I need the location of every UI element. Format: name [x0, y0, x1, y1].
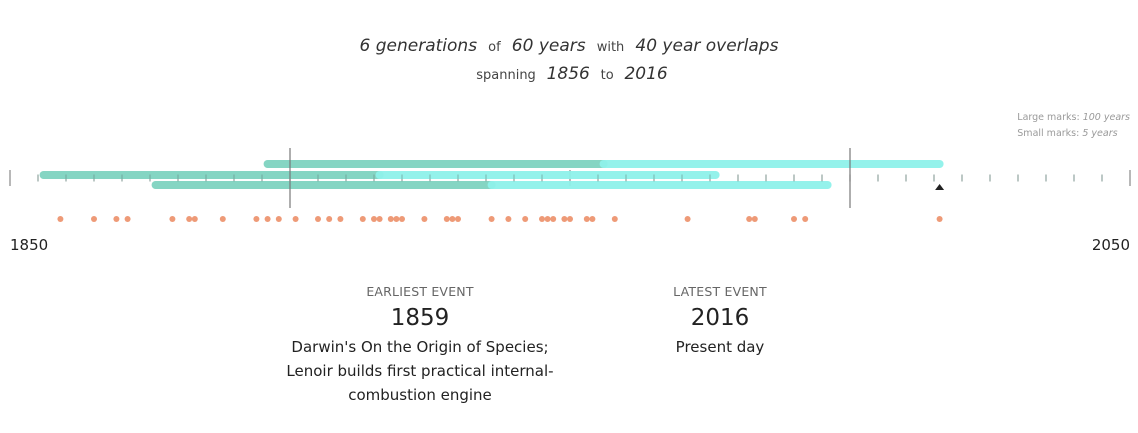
- event-dot: [399, 216, 405, 222]
- event-dot: [583, 216, 590, 222]
- event-dot: [376, 216, 383, 222]
- event-dot: [802, 216, 809, 222]
- event-dot: [264, 216, 271, 222]
- latest-event: LATEST EVENT 2016 Present day: [620, 284, 820, 359]
- event-dot: [567, 216, 573, 222]
- tick-legend: Large marks: 100 years Small marks: 5 ye…: [1017, 110, 1130, 142]
- event-dot: [550, 216, 557, 222]
- present-marker-icon: [935, 184, 945, 190]
- legend-large-marks: Large marks: 100 years: [1017, 112, 1130, 123]
- event-dot: [337, 216, 344, 222]
- event-dot: [455, 216, 461, 222]
- event-dot: [359, 216, 366, 222]
- spanning-word: spanning: [476, 68, 536, 83]
- generations-count: 6 generations: [359, 36, 478, 56]
- event-dot: [113, 216, 120, 222]
- event-dot: [315, 216, 321, 222]
- event-dot: [326, 216, 333, 222]
- generation-length: 60 years: [511, 36, 586, 56]
- event-dot: [275, 216, 282, 222]
- event-dot: [544, 216, 551, 222]
- span-start-year: 1856: [546, 64, 590, 84]
- event-dot: [393, 216, 400, 222]
- event-dot: [561, 216, 568, 222]
- event-dot: [746, 216, 753, 222]
- event-dot: [522, 216, 529, 222]
- summary-line-2: spanning 1856 to 2016: [0, 64, 1138, 84]
- generation-timeline: [9, 148, 1131, 222]
- earliest-event: EARLIEST EVENT 1859 Darwin's On the Orig…: [260, 284, 580, 407]
- latest-event-year: 2016: [690, 305, 750, 331]
- axis-end-label: 2050: [1091, 236, 1130, 254]
- axis-start-label: 1850: [10, 236, 49, 254]
- event-dot: [292, 216, 299, 222]
- event-dot: [387, 216, 394, 222]
- event-dot: [611, 216, 618, 222]
- earliest-event-description: Darwin's On the Origin of Species; Lenoi…: [286, 338, 554, 404]
- event-dot: [421, 216, 428, 222]
- summary-line-1: 6 generations of 60 years with 40 year o…: [0, 36, 1138, 56]
- event-dot: [57, 216, 64, 222]
- latest-event-heading: LATEST EVENT: [673, 284, 767, 299]
- event-dot: [253, 216, 260, 222]
- event-dot: [539, 216, 545, 222]
- span-end-year: 2016: [624, 64, 668, 84]
- earliest-event-year: 1859: [390, 305, 450, 331]
- event-dot: [936, 216, 943, 222]
- overlap-length: 40 year overlaps: [635, 36, 779, 56]
- event-dot: [191, 216, 198, 222]
- event-dot: [505, 216, 512, 222]
- to-word: to: [600, 68, 614, 83]
- event-dot: [589, 216, 596, 222]
- event-dot: [124, 216, 131, 222]
- of-word: of: [488, 40, 501, 55]
- latest-event-description: Present day: [675, 338, 765, 356]
- event-dot: [219, 216, 226, 222]
- event-dot: [488, 216, 495, 222]
- event-dot: [91, 216, 97, 222]
- event-dot: [449, 216, 456, 222]
- event-dot: [169, 216, 176, 222]
- earliest-event-heading: EARLIEST EVENT: [366, 284, 474, 299]
- legend-small-marks: Small marks: 5 years: [1017, 128, 1118, 139]
- event-dot: [751, 216, 758, 222]
- event-dot: [791, 216, 797, 222]
- event-dot: [186, 216, 193, 222]
- event-dot: [371, 216, 377, 222]
- with-word: with: [596, 40, 625, 55]
- event-dot: [684, 216, 691, 222]
- event-dot: [443, 216, 450, 222]
